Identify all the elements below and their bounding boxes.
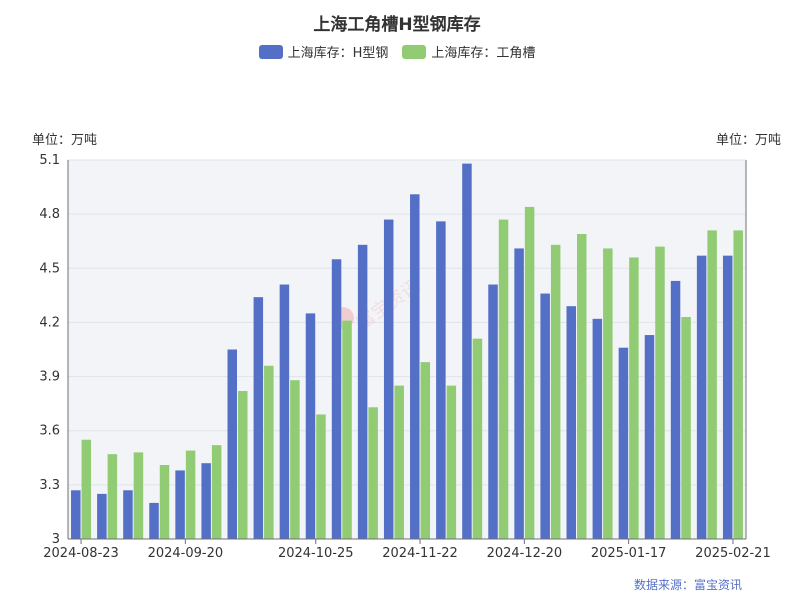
x-tick-label: 2024-10-25 (278, 546, 354, 561)
bar-h-beam (670, 280, 681, 539)
bar-h-beam (357, 244, 368, 540)
bar-angle-channel (603, 248, 613, 539)
bar-h-beam (540, 293, 550, 539)
bar-h-beam (566, 306, 576, 539)
bar-h-beam (696, 255, 707, 539)
bar-angle-channel (733, 230, 743, 539)
bar-h-beam (410, 194, 420, 540)
bar-angle-channel (472, 338, 483, 539)
bar-angle-channel (316, 414, 326, 539)
bar-h-beam (383, 219, 394, 540)
legend-swatch-h-beam (258, 44, 283, 59)
x-tick-label: 2024-08-23 (43, 546, 119, 561)
y-tick-label: 3.3 (39, 478, 60, 493)
bar-angle-channel (264, 365, 274, 539)
bar-h-beam (618, 347, 629, 539)
bar-h-beam (253, 297, 264, 539)
bar-angle-channel (185, 450, 196, 539)
bar-angle-channel (290, 380, 300, 539)
bar-h-beam (644, 335, 655, 539)
bar-angle-channel (342, 320, 352, 539)
bar-angle-channel (498, 219, 509, 540)
bar-h-beam (201, 463, 211, 539)
legend-swatch-angle-channel (402, 44, 427, 59)
bar-angle-channel (133, 452, 144, 539)
y-tick-label: 3.6 (39, 424, 60, 439)
bar-h-beam (97, 493, 107, 539)
y-axis-unit-right: 单位：万吨 (715, 133, 781, 148)
y-tick-label: 4.5 (39, 261, 60, 276)
bar-h-beam (436, 221, 446, 539)
bar-angle-channel (629, 257, 639, 539)
bar-h-beam (123, 490, 133, 539)
bar-h-beam (71, 490, 81, 539)
bar-angle-channel (81, 439, 92, 539)
legend-label-angle-channel: 上海库存：工角槽 (431, 46, 536, 61)
bar-h-beam (175, 470, 185, 539)
y-axis-unit-left: 单位：万吨 (32, 133, 98, 148)
data-source: 数据来源：富宝资讯 (633, 578, 742, 592)
bar-angle-channel (707, 230, 717, 539)
y-tick-label: 4.2 (39, 315, 60, 330)
bar-angle-channel (655, 246, 665, 539)
bar-angle-channel (681, 317, 691, 539)
legend: 上海库存：H型钢 上海库存：工角槽 (0, 42, 794, 61)
bar-h-beam (279, 284, 290, 539)
plot-area (68, 160, 746, 539)
x-tick-label: 2024-11-22 (382, 546, 458, 561)
y-tick-label: 4.8 (39, 207, 60, 222)
bar-h-beam (592, 318, 603, 539)
chart-title: 上海工角槽H型钢库存 (313, 15, 481, 35)
bar-angle-channel (238, 391, 248, 539)
bar-h-beam (305, 313, 316, 539)
legend-label-h-beam: 上海库存：H型钢 (287, 46, 389, 61)
bar-angle-channel (577, 233, 587, 539)
bar-angle-channel (159, 465, 170, 539)
bar-h-beam (722, 255, 733, 539)
bar-angle-channel (394, 385, 404, 539)
y-tick-label: 3 (52, 532, 60, 547)
bar-angle-channel (211, 445, 222, 539)
bar-angle-channel (550, 244, 561, 540)
x-tick-label: 2025-02-21 (695, 546, 771, 561)
y-tick-label: 5.1 (39, 153, 60, 168)
y-tick-label: 3.9 (39, 370, 60, 385)
bar-h-beam (462, 163, 472, 539)
legend-item-angle-channel[interactable]: 上海库存：工角槽 (402, 42, 535, 61)
x-tick-label: 2024-09-20 (148, 546, 224, 561)
bar-angle-channel (420, 362, 431, 539)
bar-h-beam (227, 349, 237, 539)
bar-h-beam (149, 502, 159, 539)
x-tick-label: 2025-01-17 (591, 546, 667, 561)
bar-h-beam (514, 248, 524, 539)
bar-angle-channel (524, 206, 535, 539)
bar-angle-channel (107, 454, 118, 539)
x-tick-label: 2024-12-20 (487, 546, 563, 561)
bar-h-beam (331, 259, 342, 539)
legend-item-h-beam[interactable]: 上海库存：H型钢 (258, 42, 389, 61)
bar-angle-channel (368, 407, 378, 539)
bar-angle-channel (446, 385, 457, 539)
bar-h-beam (488, 284, 498, 539)
